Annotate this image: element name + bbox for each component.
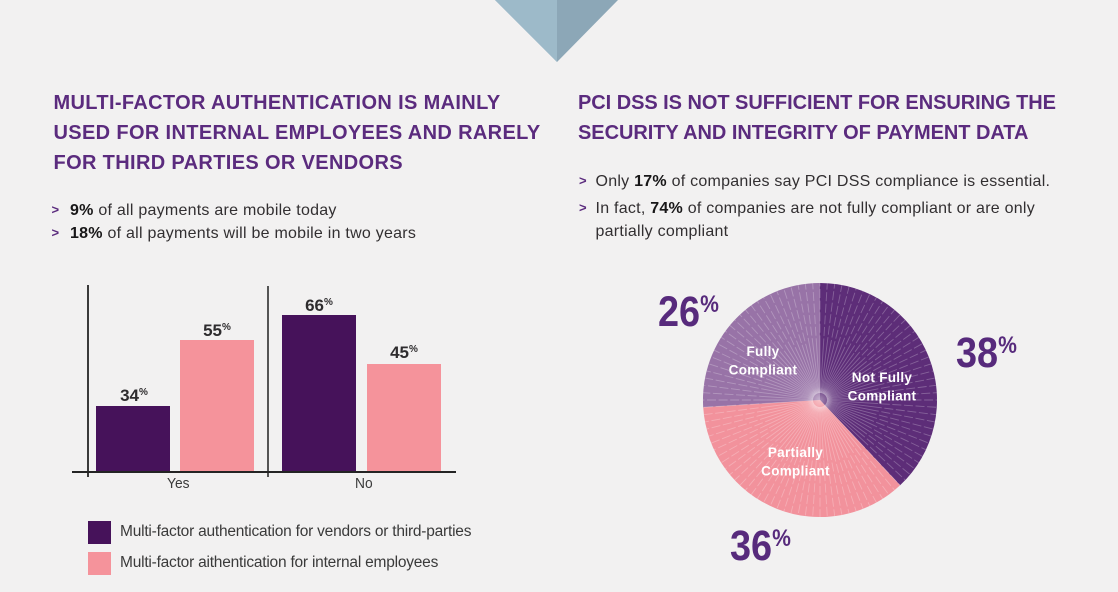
svg-text:Compliant: Compliant xyxy=(729,363,798,378)
svg-text:Compliant: Compliant xyxy=(848,389,917,404)
svg-text:Fully: Fully xyxy=(746,344,779,359)
svg-text:Partially: Partially xyxy=(768,445,823,460)
svg-text:Compliant: Compliant xyxy=(761,464,830,479)
svg-text:Not Fully: Not Fully xyxy=(852,370,913,385)
